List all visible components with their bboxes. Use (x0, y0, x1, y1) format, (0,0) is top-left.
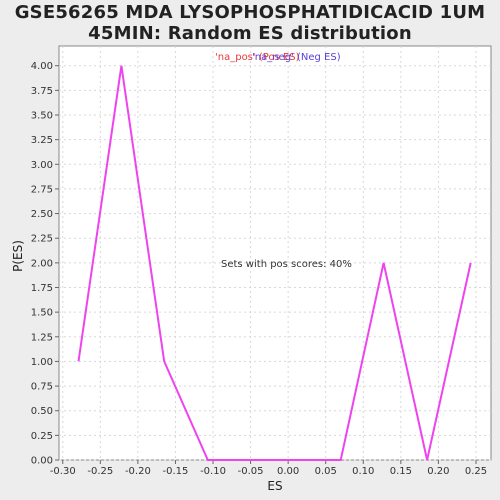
plot-background (59, 46, 491, 460)
x-axis-label: ES (267, 479, 282, 493)
y-tick-label: 3.00 (31, 160, 53, 171)
x-tick-label: 0.25 (465, 466, 487, 477)
y-tick-label: 1.75 (31, 283, 53, 294)
y-tick-label: 2.50 (31, 209, 53, 220)
y-axis-label: P(ES) (11, 240, 25, 272)
y-tick-label: 0.75 (31, 382, 53, 393)
y-tick-label: 1.50 (31, 308, 53, 319)
y-tick-label: 2.25 (31, 234, 53, 245)
legend-neg-label: 'na_neg' (Neg ES) (252, 52, 341, 63)
y-tick-label: 0.25 (31, 431, 53, 442)
x-tick-label: -0.10 (200, 466, 226, 477)
x-tick-label: 0.10 (352, 466, 374, 477)
x-tick-label: 0.00 (277, 466, 299, 477)
x-tick-label: 0.20 (427, 466, 449, 477)
x-tick-label: 0.15 (390, 466, 412, 477)
y-tick-label: 1.00 (31, 357, 53, 368)
y-tick-label: 2.00 (31, 258, 53, 269)
y-tick-label: 0.50 (31, 406, 53, 417)
y-tick-label: 0.00 (31, 456, 53, 467)
y-tick-label: 4.00 (31, 61, 53, 72)
x-tick-label: -0.05 (238, 466, 264, 477)
y-tick-label: 3.25 (31, 135, 53, 146)
y-tick-label: 3.75 (31, 86, 53, 97)
x-tick-label: 0.05 (315, 466, 337, 477)
x-tick-label: -0.20 (125, 466, 151, 477)
x-tick-label: -0.25 (87, 466, 113, 477)
y-tick-label: 2.75 (31, 184, 53, 195)
x-tick-label: -0.15 (163, 466, 189, 477)
y-tick-label: 3.50 (31, 111, 53, 122)
y-tick-label: 1.25 (31, 332, 53, 343)
x-tick-label: -0.30 (50, 466, 76, 477)
pos-scores-annotation: Sets with pos scores: 40% (221, 259, 352, 270)
